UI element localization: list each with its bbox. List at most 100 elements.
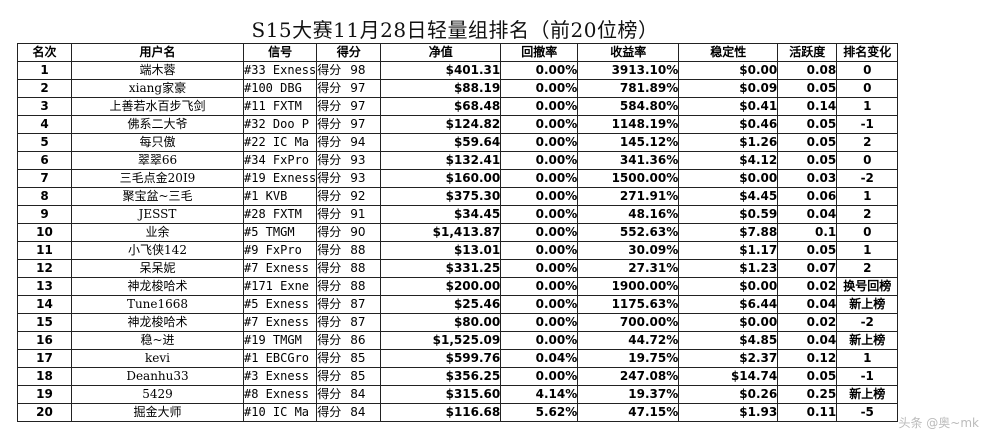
score-label: 得分 [317, 225, 342, 239]
table-row: 13 神龙梭哈术 #171 Exne 得分 88 $200.00 0.00% 1900.00%… [17, 277, 899, 296]
username-cell: 端木蓉 [71, 61, 244, 80]
score-value: 85 [350, 369, 366, 383]
stability-cell: $4.12 [678, 151, 779, 170]
activity-cell: 0.04 [777, 205, 838, 224]
score-value: 97 [350, 99, 366, 113]
header-signal: 信号 [242, 43, 318, 62]
signal-cell: #9 FxPro [242, 241, 318, 260]
score-label: 得分 [317, 135, 342, 149]
rank-cell: 2 [17, 79, 72, 98]
equity-cell: $315.60 [380, 385, 502, 404]
score-cell: 得分 88 [316, 259, 382, 278]
drawdown-cell: 0.00% [500, 331, 579, 350]
signal-cell: #100 DBG [242, 79, 318, 98]
return-cell: 584.80% [577, 97, 680, 116]
rank-change-cell: -2 [836, 313, 899, 332]
header-equity: 净值 [380, 43, 502, 62]
rank-cell: 6 [17, 151, 72, 170]
score-value: 94 [350, 135, 366, 149]
score-value: 93 [350, 171, 366, 185]
stability-cell: $1.26 [678, 133, 779, 152]
equity-cell: $13.01 [380, 241, 502, 260]
username-cell: 翠翠66 [71, 151, 244, 170]
equity-cell: $34.45 [380, 205, 502, 224]
score-label: 得分 [317, 153, 342, 167]
equity-cell: $375.30 [380, 187, 502, 206]
rank-change-cell: 新上榜 [836, 385, 899, 404]
rank-change-cell: 新上榜 [836, 295, 899, 314]
rank-cell: 14 [17, 295, 72, 314]
score-cell: 得分 87 [316, 295, 382, 314]
rank-cell: 12 [17, 259, 72, 278]
score-cell: 得分 91 [316, 205, 382, 224]
equity-cell: $80.00 [380, 313, 502, 332]
signal-cell: #33 Exness [242, 61, 318, 80]
rank-change-cell: 2 [836, 133, 899, 152]
score-cell: 得分 86 [316, 331, 382, 350]
stability-cell: $0.09 [678, 79, 779, 98]
username-cell: 佛系二大爷 [71, 115, 244, 134]
return-cell: 1900.00% [577, 277, 680, 296]
drawdown-cell: 5.62% [500, 403, 579, 422]
stability-cell: $0.59 [678, 205, 779, 224]
table-row: 11 小飞侠142 #9 FxPro 得分 88 $13.01 0.00% 30.09% $1.… [17, 241, 899, 260]
rank-cell: 9 [17, 205, 72, 224]
activity-cell: 0.02 [777, 277, 838, 296]
drawdown-cell: 0.00% [500, 61, 579, 80]
signal-cell: #8 Exness [242, 385, 318, 404]
rank-cell: 5 [17, 133, 72, 152]
score-cell: 得分 84 [316, 403, 382, 422]
username-cell: 神龙梭哈术 [71, 313, 244, 332]
username-cell: 5429 [71, 385, 244, 404]
rank-change-cell: 1 [836, 187, 899, 206]
score-value: 98 [350, 63, 366, 77]
table-row: 16 稳~进 #19 TMGM 得分 86 $1,525.09 0.00% 44.72% $4.… [17, 331, 899, 350]
return-cell: 247.08% [577, 367, 680, 386]
table-row: 6 翠翠66 #34 FxPro 得分 93 $132.41 0.00% 341.36% $4.… [17, 151, 899, 170]
watermark: 头条 @奥~mk [898, 416, 979, 430]
rank-change-cell: 0 [836, 61, 899, 80]
score-cell: 得分 93 [316, 169, 382, 188]
score-value: 84 [350, 405, 366, 419]
table-row: 5 每只傲 #22 IC Ma 得分 94 $59.64 0.00% 145.12% $1.26… [17, 133, 899, 152]
score-label: 得分 [317, 99, 342, 113]
score-label: 得分 [317, 315, 342, 329]
page-title: S15大赛11月28日轻量组排名（前20位榜） [251, 18, 659, 42]
score-label: 得分 [317, 81, 342, 95]
rank-change-cell: -1 [836, 367, 899, 386]
rank-change-cell: 0 [836, 151, 899, 170]
rank-change-cell: 2 [836, 259, 899, 278]
activity-cell: 0.05 [777, 241, 838, 260]
username-cell: kevi [71, 349, 244, 368]
score-label: 得分 [317, 261, 342, 275]
stability-cell: $14.74 [678, 367, 779, 386]
return-cell: 47.15% [577, 403, 680, 422]
signal-cell: #10 IC Ma [242, 403, 318, 422]
stability-cell: $4.85 [678, 331, 779, 350]
rank-change-cell: 新上榜 [836, 331, 899, 350]
signal-cell: #3 Exness [242, 367, 318, 386]
drawdown-cell: 0.00% [500, 151, 579, 170]
score-value: 88 [350, 279, 366, 293]
equity-cell: $25.46 [380, 295, 502, 314]
equity-cell: $68.48 [380, 97, 502, 116]
score-value: 84 [350, 387, 366, 401]
signal-cell: #1 EBCGro [242, 349, 318, 368]
score-value: 85 [350, 351, 366, 365]
stability-cell: $0.00 [678, 277, 779, 296]
drawdown-cell: 0.00% [500, 295, 579, 314]
equity-cell: $124.82 [380, 115, 502, 134]
equity-cell: $88.19 [380, 79, 502, 98]
table-header-row: 名次 用户名 信号 得分 净值 回撤率 收益率 稳定性 活跃度 排名变化 [17, 43, 899, 62]
drawdown-cell: 0.04% [500, 349, 579, 368]
score-label: 得分 [317, 189, 342, 203]
signal-cell: #22 IC Ma [242, 133, 318, 152]
table-body: 1 端木蓉 #33 Exness 得分 98 $401.31 0.00% 3913.10% $0… [17, 61, 899, 422]
activity-cell: 0.04 [777, 295, 838, 314]
return-cell: 700.00% [577, 313, 680, 332]
table-row: 3 上善若水百步飞剑 #11 FXTM 得分 97 $68.48 0.00% 584.80% $… [17, 97, 899, 116]
score-cell: 得分 93 [316, 151, 382, 170]
drawdown-cell: 0.00% [500, 187, 579, 206]
signal-cell: #11 FXTM [242, 97, 318, 116]
table-row: 1 端木蓉 #33 Exness 得分 98 $401.31 0.00% 3913.10% $0… [17, 61, 899, 80]
